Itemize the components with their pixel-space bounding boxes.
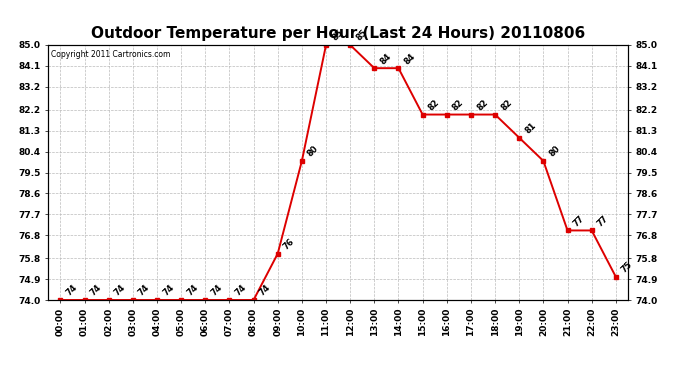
Text: 82: 82 bbox=[451, 98, 466, 112]
Text: 74: 74 bbox=[137, 283, 152, 298]
Text: 74: 74 bbox=[89, 283, 104, 298]
Text: 85: 85 bbox=[331, 28, 345, 43]
Text: 84: 84 bbox=[403, 51, 417, 66]
Text: 75: 75 bbox=[620, 260, 635, 274]
Text: 74: 74 bbox=[113, 283, 128, 298]
Text: 74: 74 bbox=[258, 283, 273, 298]
Text: 77: 77 bbox=[572, 214, 586, 228]
Text: 80: 80 bbox=[548, 144, 562, 159]
Text: 76: 76 bbox=[282, 237, 297, 252]
Text: Copyright 2011 Cartronics.com: Copyright 2011 Cartronics.com bbox=[51, 50, 170, 59]
Text: 74: 74 bbox=[161, 283, 176, 298]
Text: 82: 82 bbox=[427, 98, 442, 112]
Text: 84: 84 bbox=[379, 51, 393, 66]
Title: Outdoor Temperature per Hour (Last 24 Hours) 20110806: Outdoor Temperature per Hour (Last 24 Ho… bbox=[91, 26, 585, 41]
Text: 80: 80 bbox=[306, 144, 321, 159]
Text: 81: 81 bbox=[524, 121, 538, 135]
Text: 82: 82 bbox=[500, 98, 514, 112]
Text: 74: 74 bbox=[234, 283, 248, 298]
Text: 85: 85 bbox=[355, 28, 369, 43]
Text: 74: 74 bbox=[65, 283, 79, 298]
Text: 82: 82 bbox=[475, 98, 490, 112]
Text: 77: 77 bbox=[596, 214, 611, 228]
Text: 74: 74 bbox=[186, 283, 200, 298]
Text: 74: 74 bbox=[210, 283, 224, 298]
